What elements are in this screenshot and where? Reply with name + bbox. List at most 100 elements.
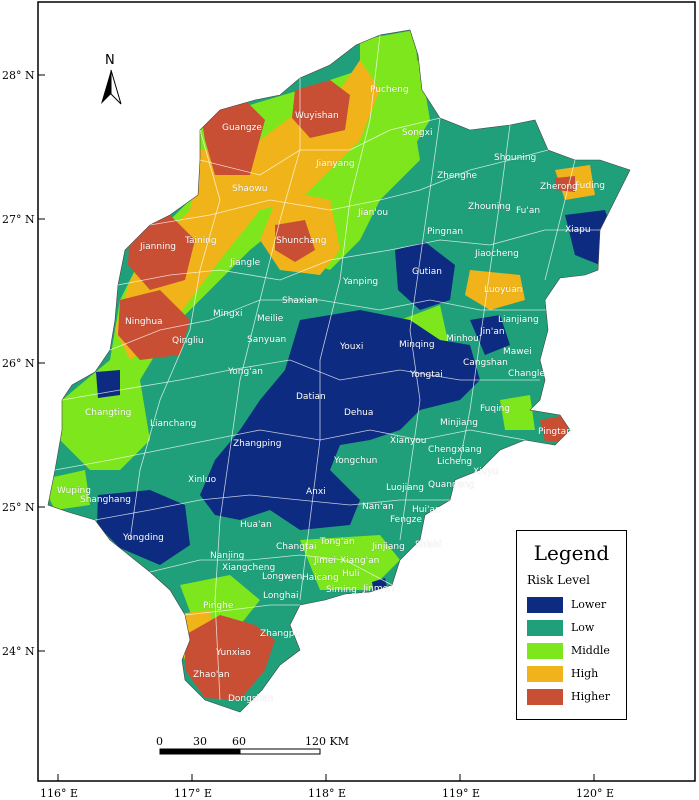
risk-zone-higher: [118, 290, 190, 360]
place-label: Dehua: [344, 408, 373, 418]
place-label: Shanghang: [80, 495, 131, 505]
place-label: Huli: [342, 569, 359, 579]
risk-zone-higher: [185, 615, 275, 700]
place-label: Fengze: [390, 515, 422, 525]
risk-zone-higher: [200, 95, 265, 175]
lat-label: 25° N: [2, 501, 35, 514]
place-label: Meilie: [257, 314, 284, 324]
place-label: Jianning: [139, 242, 176, 252]
place-label: Jiaocheng: [474, 249, 519, 259]
place-label: Pucheng: [370, 85, 409, 95]
lon-label: 118° E: [308, 787, 346, 800]
place-label: Xiuyu: [473, 467, 498, 477]
map-frame: [37, 1, 696, 782]
place-label: Zhangpu: [260, 629, 300, 639]
risk-zone-higher: [292, 80, 350, 138]
legend-label: High: [571, 667, 599, 680]
place-label: Zherong: [540, 182, 578, 192]
risk-zone-lower: [200, 310, 480, 530]
place-label: Luojiang: [386, 483, 424, 493]
legend-swatch: [527, 642, 563, 659]
risk-zone-higher: [540, 415, 570, 442]
legend-title: Legend: [533, 541, 610, 565]
place-label: Mawei: [503, 347, 532, 357]
place-label: Zhangping: [233, 439, 281, 449]
place-label: Taining: [184, 236, 217, 246]
place-label: Yongchun: [333, 456, 377, 466]
place-label: Luoyuan: [484, 285, 522, 295]
place-label: Sanyuan: [247, 335, 286, 345]
risk-zone-lower: [97, 490, 190, 565]
place-label: Yongtai: [409, 370, 443, 380]
place-label: Zhouning: [468, 202, 511, 212]
place-label: Changtai: [276, 542, 316, 552]
place-label: Shaxian: [282, 296, 318, 306]
legend: Legend Risk Level Lower Low Middle High …: [516, 530, 627, 720]
place-label: Haicang: [302, 573, 339, 583]
legend-label: Higher: [571, 690, 611, 703]
place-label: Jinjiang: [371, 542, 405, 552]
place-label: Fuqing: [480, 404, 510, 414]
lat-label: 28° N: [2, 69, 35, 82]
place-label: Changting: [85, 408, 131, 418]
place-label: Xinluo: [188, 475, 217, 485]
place-label: Xiapu: [565, 225, 591, 235]
legend-item: Low: [527, 616, 626, 639]
scale-label: 30: [193, 735, 207, 748]
place-label: Licheng: [437, 457, 472, 467]
place-label: Dongshan: [228, 694, 273, 704]
longitude-axis: 116° E 117° E 118° E 119° E 120° E: [40, 774, 614, 800]
legend-swatch: [527, 596, 563, 613]
north-arrow-icon: N: [101, 53, 122, 105]
place-label: Wuping: [57, 486, 91, 496]
risk-zones: [48, 30, 615, 700]
legend-item: Higher: [527, 685, 626, 708]
scale-label: 60: [232, 735, 246, 748]
place-label: Hua'an: [240, 520, 272, 530]
place-label: Longhai: [263, 591, 299, 601]
place-label: Fu'an: [516, 206, 540, 216]
place-label: Tong'an: [319, 537, 355, 547]
legend-label: Low: [571, 621, 595, 634]
place-label: Nan'an: [362, 502, 394, 512]
place-label: Xiangcheng: [222, 563, 275, 573]
place-label: Datian: [296, 392, 326, 402]
place-label: Wuyishan: [295, 111, 339, 121]
risk-zone-higher: [275, 220, 315, 262]
place-label: Jiangle: [229, 258, 261, 268]
place-label: Shouning: [494, 153, 536, 163]
place-labels: Pucheng Wuyishan Guangze Songxi Jianyang…: [57, 85, 606, 705]
place-label: Hui'an: [412, 505, 441, 515]
place-label: Pingnan: [427, 227, 463, 237]
legend-label: Middle: [571, 644, 610, 657]
place-label: Pinghe: [203, 601, 234, 611]
scale-label: 120 KM: [305, 735, 349, 748]
lon-label: 117° E: [174, 787, 212, 800]
place-label: Fuding: [575, 181, 605, 191]
place-label: Lianchang: [150, 419, 196, 429]
place-label: Minqing: [399, 340, 435, 350]
risk-zone-lower: [395, 242, 455, 310]
risk-zone-higher: [128, 215, 195, 290]
place-label: Jianyang: [315, 159, 355, 169]
place-label: Jimei: [313, 556, 336, 566]
lon-label: 116° E: [40, 787, 78, 800]
place-label: Mingxi: [213, 309, 243, 319]
risk-zone-middle: [500, 395, 535, 430]
place-label: Longwen: [262, 572, 302, 582]
place-label: Changle: [508, 369, 545, 379]
place-label: Jian'ou: [357, 208, 388, 218]
place-label: Gutian: [412, 267, 442, 277]
place-label: Pingtan: [538, 427, 572, 437]
legend-subtitle: Risk Level: [527, 573, 590, 587]
place-label: Youxi: [339, 342, 363, 352]
place-label: Cangshan: [463, 358, 508, 368]
risk-zone-high: [465, 270, 525, 310]
place-label: Zhenghe: [437, 171, 478, 181]
legend-item: Lower: [527, 593, 626, 616]
latitude-axis: 28° N 27° N 26° N 25° N 24° N: [2, 69, 45, 658]
legend-label: Lower: [571, 598, 607, 611]
lat-label: 24° N: [2, 645, 35, 658]
legend-swatch: [527, 688, 563, 705]
